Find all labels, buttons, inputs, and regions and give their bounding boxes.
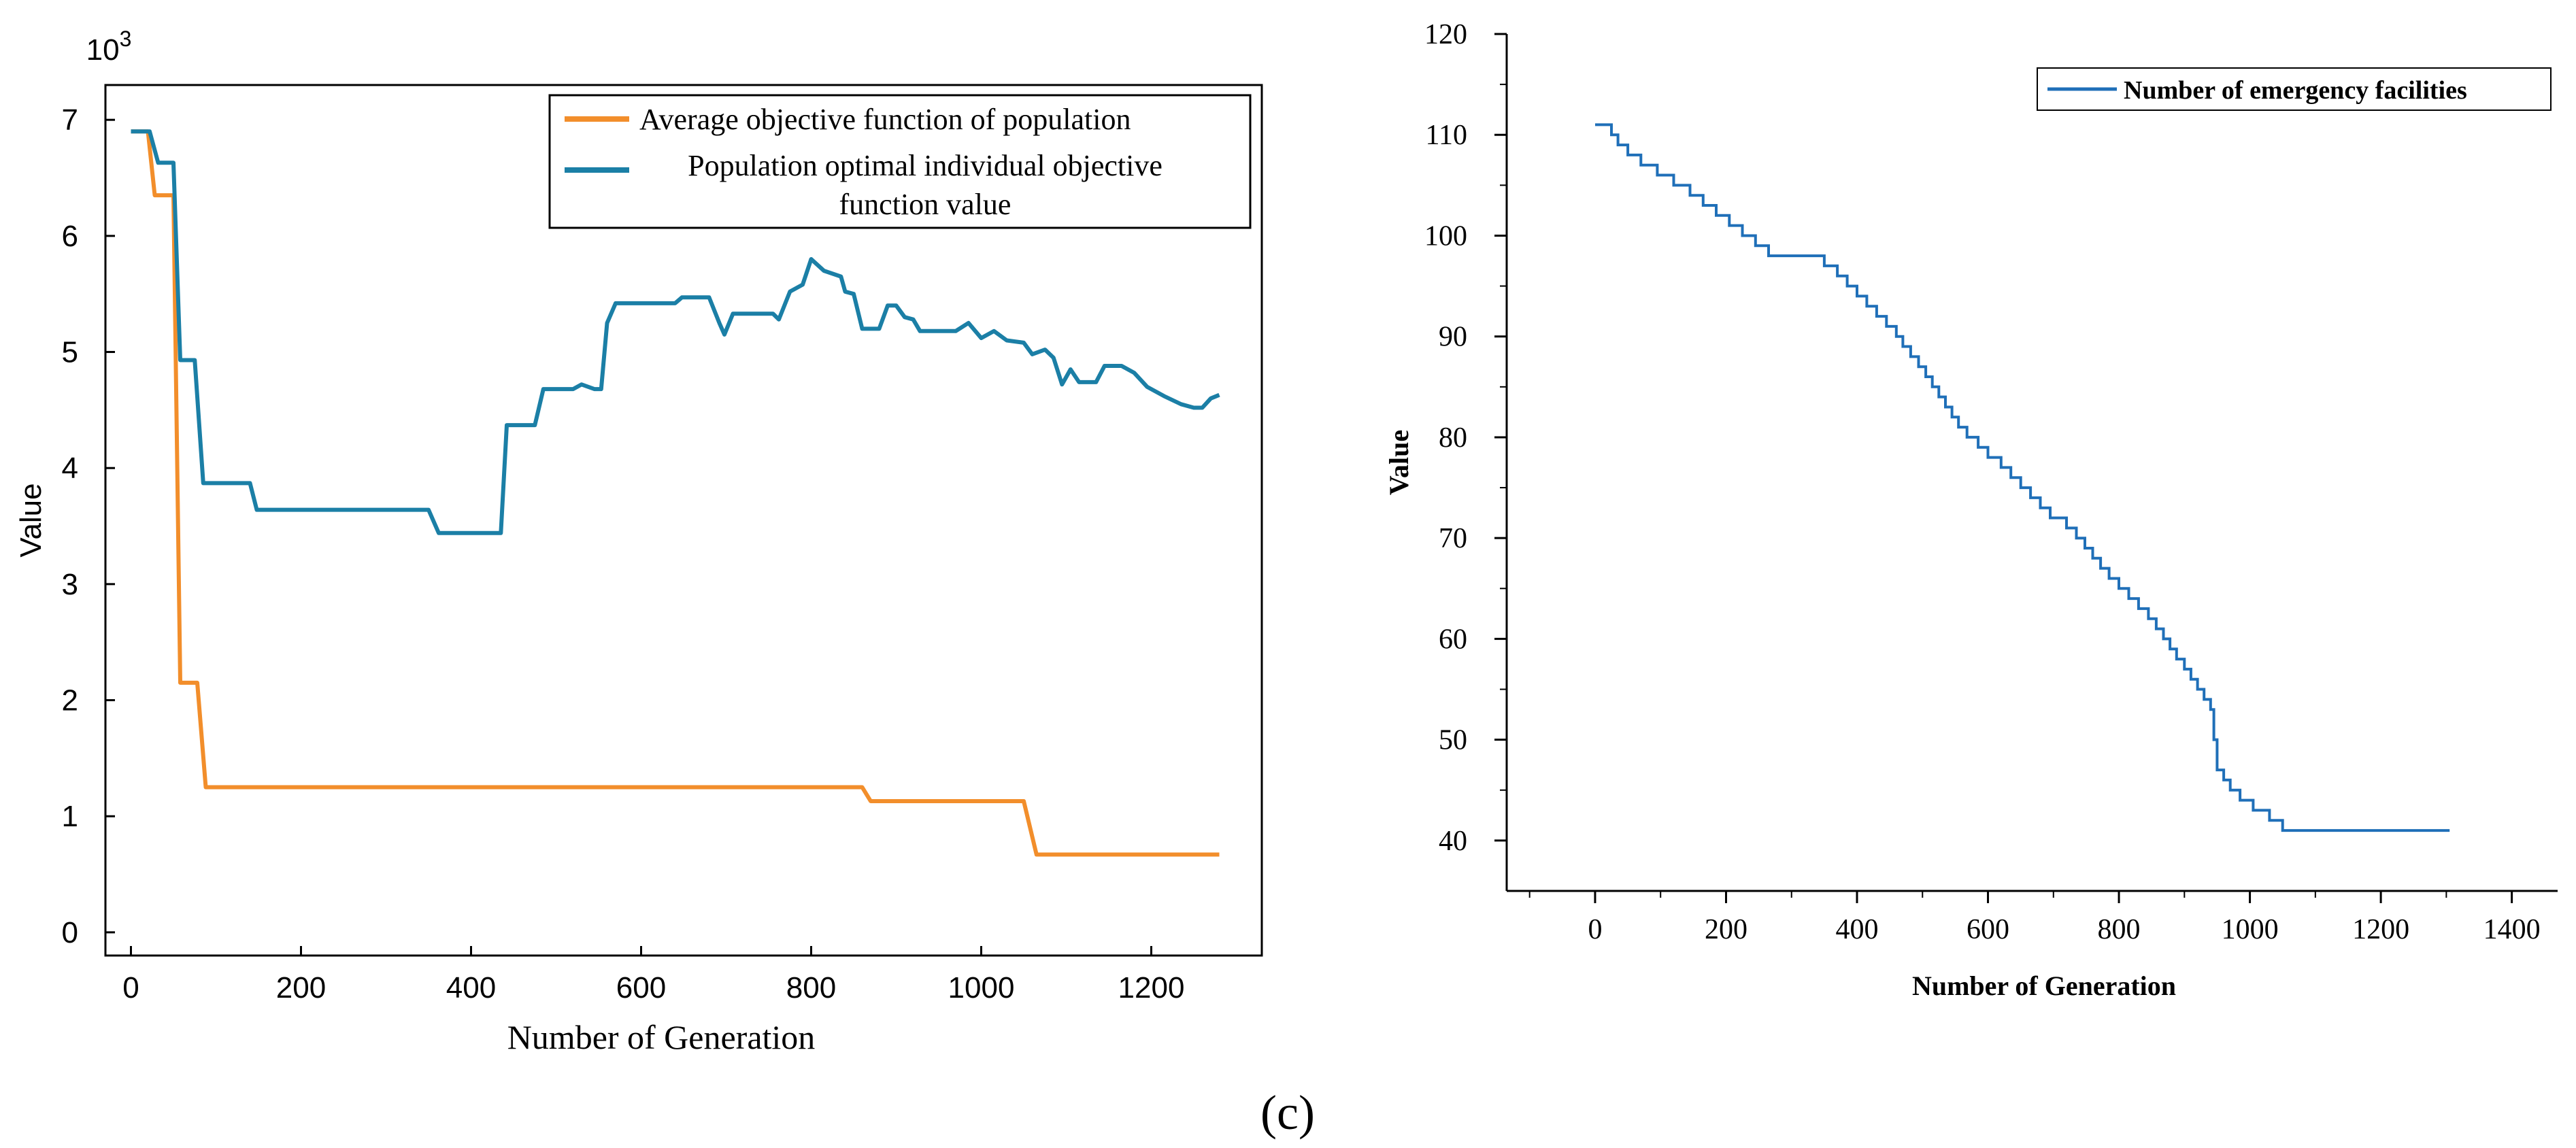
right-y-tick-label: 50 [1439, 725, 1467, 756]
right-y-tick-label: 100 [1424, 220, 1467, 252]
right-x-tick-label: 1400 [2483, 914, 2541, 945]
legend-label-average: Average objective function of population [639, 103, 1131, 136]
left-legend: Average objective function of population… [548, 94, 1252, 229]
series-line-average [131, 129, 1220, 857]
left-y-tick-label: 2 [62, 684, 78, 718]
right-x-tick-label: 200 [1705, 914, 1747, 945]
left-x-tick-label: 1000 [948, 971, 1015, 1004]
left-x-ticks: 0 200 400 600 800 1000 1200 [122, 946, 1184, 1004]
right-x-tick-label: 1000 [2222, 914, 2279, 945]
right-y-ticks: 40 50 60 70 80 90 100 110 120 [1424, 19, 1507, 857]
left-x-tick-label: 200 [276, 971, 326, 1004]
right-y-tick-label: 90 [1439, 322, 1467, 353]
left-x-tick-label: 0 [122, 971, 139, 1004]
left-plot-frame [104, 84, 1263, 957]
legend-label-facilities: Number of emergency facilities [2124, 76, 2467, 105]
left-x-tick-label: 400 [446, 971, 496, 1004]
left-y-tick-label: 4 [62, 452, 78, 485]
chart-left: 0 1 2 3 4 5 6 7 0 200 400 600 800 1000 1200 103 Value… [14, 27, 1263, 1056]
left-legend-box [548, 94, 1252, 229]
left-x-tick-label: 800 [786, 971, 836, 1004]
right-x-ticks: 0 200 400 600 800 1000 1200 1400 [1528, 891, 2541, 945]
left-x-tick-label: 600 [616, 971, 666, 1004]
chart-right: 40 50 60 70 80 90 100 110 120 0 200 400 600 800 1000 1… [1384, 19, 2558, 1001]
right-x-tick-label: 600 [1967, 914, 2009, 945]
right-x-tick-label: 1200 [2352, 914, 2409, 945]
series-line-facilities [1595, 123, 2450, 832]
legend-label-optimal-line1: Population optimal individual objective [688, 149, 1162, 182]
right-y-tick-label: 120 [1424, 19, 1467, 50]
right-y-axis-label: Value [1384, 430, 1414, 495]
right-x-tick-label: 400 [1836, 914, 1879, 945]
legend-label-optimal-line2: function value [839, 188, 1011, 221]
figure-caption: (c) [1260, 1085, 1315, 1140]
left-y-tick-label: 5 [62, 336, 78, 369]
right-legend: Number of emergency facilities [2037, 67, 2552, 111]
right-y-tick-label: 60 [1439, 624, 1467, 655]
left-x-tick-label: 1200 [1118, 971, 1185, 1004]
left-y-tick-label: 0 [62, 916, 78, 949]
left-y-tick-label: 6 [62, 220, 78, 253]
right-series-group [1595, 123, 2450, 832]
left-y-tick-label: 7 [62, 103, 78, 137]
left-x-axis-label: Number of Generation [507, 1018, 816, 1056]
series-line-optimal [131, 129, 1220, 535]
right-x-axis-label: Number of Generation [1912, 970, 2176, 1001]
left-y-axis-label: Value [14, 483, 48, 557]
right-y-tick-label: 70 [1439, 523, 1467, 554]
right-legend-box [2037, 67, 2552, 111]
right-y-tick-label: 110 [1426, 120, 1467, 151]
right-y-tick-label: 80 [1439, 422, 1467, 454]
left-y-tick-label: 1 [62, 800, 78, 833]
right-x-tick-label: 0 [1588, 914, 1602, 945]
left-y-tick-label: 3 [62, 568, 78, 601]
left-y-multiplier: 103 [86, 27, 132, 67]
right-y-tick-label: 40 [1439, 826, 1467, 857]
left-series-group [131, 129, 1220, 857]
right-x-tick-label: 800 [2098, 914, 2141, 945]
left-y-ticks: 0 1 2 3 4 5 6 7 [62, 103, 115, 949]
